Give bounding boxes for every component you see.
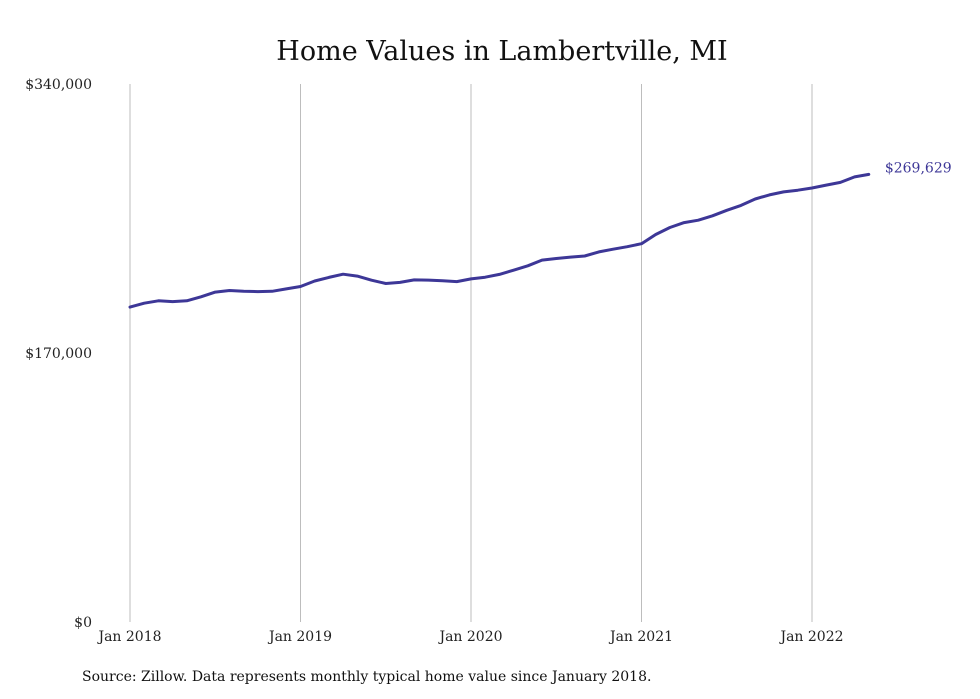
x-axis-ticks: Jan 2018 Jan 2019 Jan 2020 Jan 2021 Jan 2022: [96, 629, 843, 645]
source-note: Source: Zillow. Data represents monthly …: [82, 669, 651, 685]
end-value-label: $269,629: [885, 160, 952, 176]
home-value-series-line: [128, 172, 871, 309]
x-tick-label: Jan 2021: [608, 629, 673, 645]
series-layer: [128, 172, 871, 309]
chart-title: Home Values in Lambertville, MI: [276, 36, 727, 67]
x-tick-label: Jan 2020: [437, 629, 502, 645]
x-tick-label: Jan 2019: [267, 629, 332, 645]
y-tick-label: $170,000: [25, 346, 92, 362]
x-tick-label: Jan 2018: [96, 629, 161, 645]
y-tick-label: $0: [74, 615, 92, 631]
gridlines: [129, 84, 813, 622]
y-axis-ticks: $340,000 $170,000 $0: [25, 77, 92, 631]
y-tick-label: $340,000: [25, 77, 92, 93]
x-tick-label: Jan 2022: [778, 629, 843, 645]
